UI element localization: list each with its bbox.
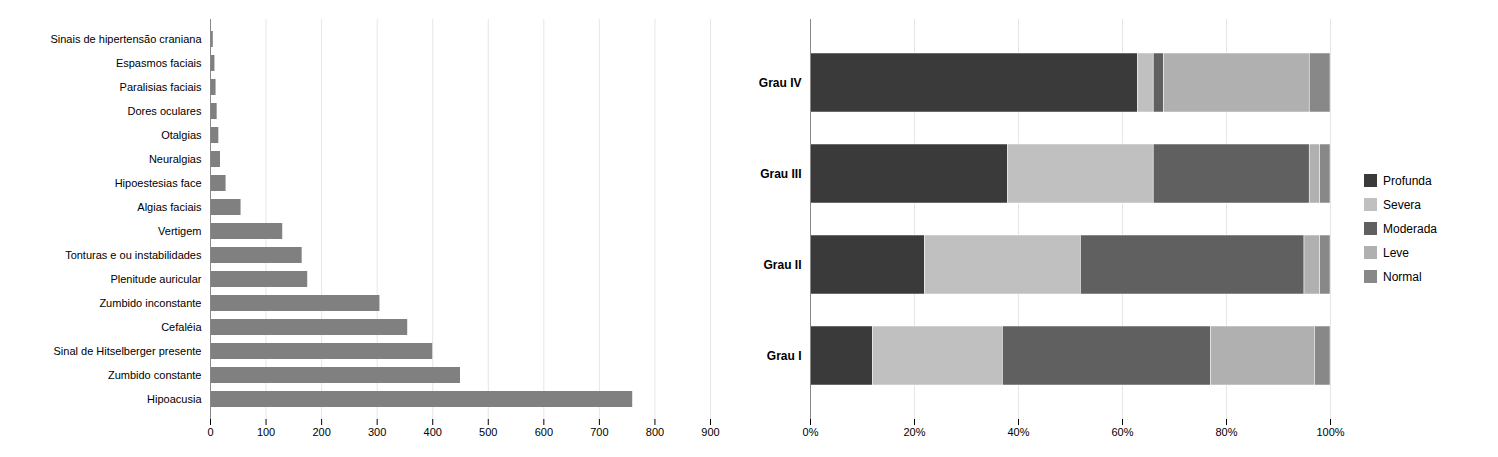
svg-text:40%: 40% (1007, 426, 1029, 438)
svg-text:0%: 0% (803, 426, 819, 438)
svg-text:300: 300 (368, 426, 386, 438)
html-text:Normal: Normal (1383, 269, 1422, 284)
html-text:Profunda: Profunda (1383, 173, 1432, 188)
svg-text:Dores oculares: Dores oculares (128, 105, 202, 117)
svg-text:Neuralgias: Neuralgias (149, 153, 202, 165)
svg-text:Hipoacusia: Hipoacusia (147, 393, 202, 405)
svg-text:800: 800 (646, 426, 664, 438)
svg-text:Vertigem: Vertigem (158, 225, 201, 237)
svg-text:80%: 80% (1215, 426, 1237, 438)
svg-text:100: 100 (257, 426, 275, 438)
svg-text:Cefaléia: Cefaléia (161, 321, 202, 333)
html-text:Leve: Leve (1383, 245, 1409, 260)
svg-text:Algias faciais: Algias faciais (137, 201, 202, 213)
html-text:Moderada: Moderada (1383, 221, 1437, 236)
svg-text:Zumbido constante: Zumbido constante (108, 369, 202, 381)
svg-text:Espasmos faciais: Espasmos faciais (116, 57, 202, 69)
svg-text:600: 600 (535, 426, 553, 438)
svg-text:100%: 100% (1316, 426, 1344, 438)
svg-text:500: 500 (479, 426, 497, 438)
svg-text:Grau IV: Grau IV (759, 75, 802, 89)
svg-text:20%: 20% (903, 426, 925, 438)
svg-text:Paralisias faciais: Paralisias faciais (120, 81, 202, 93)
svg-text:Zumbido inconstante: Zumbido inconstante (99, 297, 201, 309)
svg-text:Grau II: Grau II (763, 257, 801, 271)
svg-text:Sinal de Hitselberger presente: Sinal de Hitselberger presente (54, 345, 202, 357)
svg-text:Otalgias: Otalgias (161, 129, 202, 141)
svg-text:Hipoestesias face: Hipoestesias face (115, 177, 202, 189)
svg-text:Sinais de hipertensão craniana: Sinais de hipertensão craniana (50, 33, 202, 45)
svg-text:700: 700 (590, 426, 608, 438)
svg-text:400: 400 (424, 426, 442, 438)
svg-text:0: 0 (207, 426, 213, 438)
svg-text:200: 200 (312, 426, 330, 438)
html-text:Severa: Severa (1383, 197, 1421, 212)
svg-text:60%: 60% (1111, 426, 1133, 438)
svg-text:Grau III: Grau III (760, 166, 801, 180)
svg-text:Plenitude auricular: Plenitude auricular (110, 273, 201, 285)
svg-text:900: 900 (701, 426, 719, 438)
svg-text:Grau I: Grau I (767, 348, 802, 362)
svg-text:Tonturas e ou instabilidades: Tonturas e ou instabilidades (65, 249, 202, 261)
